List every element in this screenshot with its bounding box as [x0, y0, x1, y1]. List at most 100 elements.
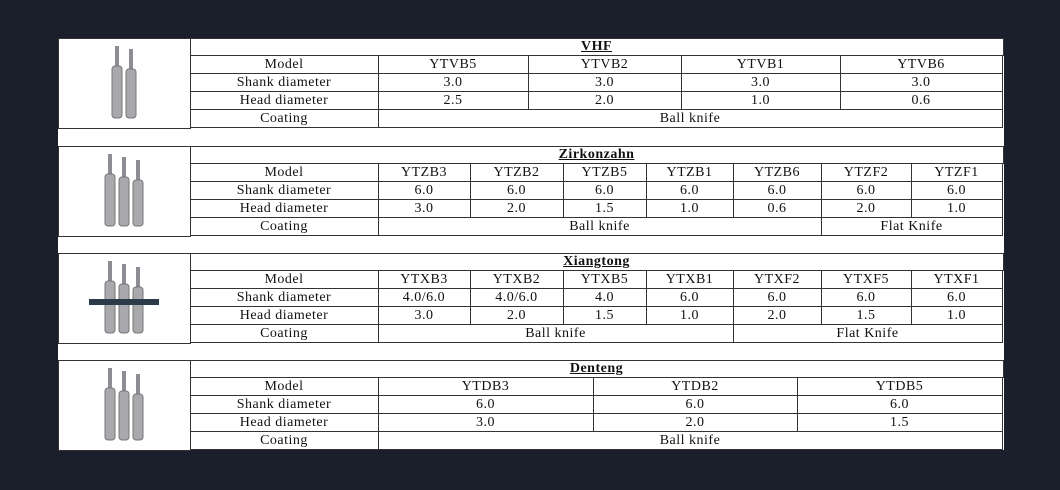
- cell-value: YTXF5: [821, 271, 912, 289]
- cell-value: 6.0: [593, 396, 798, 414]
- image-cell: [58, 360, 191, 451]
- cell-value: YTZB5: [563, 164, 647, 182]
- cell-value: 2.0: [470, 200, 564, 218]
- cell-value: 3.0: [840, 74, 1003, 92]
- cell-value: 6.0: [821, 289, 912, 307]
- coating-label: Coating: [190, 218, 379, 236]
- cell-value: 6.0: [911, 289, 1003, 307]
- cell-value: YTZB2: [470, 164, 564, 182]
- row-label: Shank diameter: [190, 74, 379, 92]
- tool-image: [89, 261, 159, 334]
- table-block: [58, 360, 1004, 451]
- cell-value: 1.0: [911, 307, 1003, 325]
- cell-value: YTVB5: [378, 56, 529, 74]
- tool-image: [111, 46, 137, 119]
- table-block: [58, 146, 1004, 237]
- image-cell: [58, 38, 191, 129]
- cell-value: 6.0: [797, 396, 1003, 414]
- cell-value: 2.0: [528, 92, 682, 110]
- cell-value: 1.5: [821, 307, 912, 325]
- cell-value: 3.0: [378, 74, 529, 92]
- cell-value: 3.0: [378, 307, 471, 325]
- cell-value: YTXB5: [563, 271, 647, 289]
- row-label: Model: [190, 271, 379, 289]
- cell-value: 1.0: [911, 200, 1003, 218]
- cell-value: 6.0: [563, 182, 647, 200]
- panel: [58, 38, 1004, 450]
- cell-value: YTDB2: [593, 378, 798, 396]
- coating-label: Coating: [190, 110, 379, 128]
- coating-value: Flat Knife: [733, 325, 1003, 343]
- cell-value: YTZF2: [821, 164, 912, 182]
- cell-value: YTDB5: [797, 378, 1003, 396]
- cell-value: 6.0: [733, 289, 822, 307]
- cell-value: YTZF1: [911, 164, 1003, 182]
- cell-value: YTZB3: [378, 164, 471, 182]
- cell-value: 2.5: [378, 92, 529, 110]
- cell-value: 6.0: [378, 182, 471, 200]
- row-label: Model: [190, 56, 379, 74]
- cell-value: YTXB1: [646, 271, 734, 289]
- row-label: Model: [190, 164, 379, 182]
- cell-value: 6.0: [378, 396, 594, 414]
- cell-value: 0.6: [733, 200, 822, 218]
- row-label: Head diameter: [190, 307, 379, 325]
- cell-value: YTDB3: [378, 378, 594, 396]
- row-label: Shank diameter: [190, 289, 379, 307]
- cell-value: 4.0: [563, 289, 647, 307]
- coating-label: Coating: [190, 325, 379, 343]
- cell-value: 2.0: [593, 414, 798, 432]
- cell-value: 6.0: [646, 182, 734, 200]
- section-title: VHF: [190, 38, 1004, 56]
- cell-value: 3.0: [681, 74, 841, 92]
- table-block: [58, 253, 1004, 344]
- cell-value: 0.6: [840, 92, 1003, 110]
- cell-value: 2.0: [470, 307, 564, 325]
- cell-value: 2.0: [733, 307, 822, 325]
- cell-value: YTVB2: [528, 56, 682, 74]
- cell-value: 1.5: [563, 200, 647, 218]
- row-label: Head diameter: [190, 414, 379, 432]
- coating-value: Flat Knife: [821, 218, 1003, 236]
- cell-value: 1.5: [797, 414, 1003, 432]
- cell-value: 1.5: [563, 307, 647, 325]
- section-title: Xiangtong: [190, 253, 1004, 271]
- cell-value: 6.0: [646, 289, 734, 307]
- cell-value: YTXF1: [911, 271, 1003, 289]
- cell-value: 6.0: [733, 182, 822, 200]
- cell-value: 4.0/6.0: [378, 289, 471, 307]
- cell-value: 1.0: [646, 200, 734, 218]
- coating-value: Ball knife: [378, 432, 1003, 450]
- cell-value: 6.0: [911, 182, 1003, 200]
- cell-value: YTXB3: [378, 271, 471, 289]
- section-title: Zirkonzahn: [190, 146, 1004, 164]
- row-label: Shank diameter: [190, 396, 379, 414]
- row-label: Head diameter: [190, 92, 379, 110]
- coating-value: Ball knife: [378, 325, 734, 343]
- image-cell: [58, 146, 191, 237]
- section-title: Denteng: [190, 360, 1004, 378]
- cell-value: 4.0/6.0: [470, 289, 564, 307]
- coating-label: Coating: [190, 432, 379, 450]
- cell-value: YTZB6: [733, 164, 822, 182]
- cell-value: YTXB2: [470, 271, 564, 289]
- cell-value: 2.0: [821, 200, 912, 218]
- cell-value: 6.0: [470, 182, 564, 200]
- cell-value: 1.0: [681, 92, 841, 110]
- cell-value: YTZB1: [646, 164, 734, 182]
- cell-value: 3.0: [378, 200, 471, 218]
- cell-value: 1.0: [646, 307, 734, 325]
- row-label: Head diameter: [190, 200, 379, 218]
- cell-value: YTVB1: [681, 56, 841, 74]
- tool-image: [104, 154, 144, 227]
- cell-value: 6.0: [821, 182, 912, 200]
- image-cell: [58, 253, 191, 344]
- cell-value: 3.0: [378, 414, 594, 432]
- tool-image: [104, 368, 144, 441]
- cell-value: YTXF2: [733, 271, 822, 289]
- row-label: Model: [190, 378, 379, 396]
- table-block: [58, 38, 1004, 129]
- cell-value: 3.0: [528, 74, 682, 92]
- coating-value: Ball knife: [378, 110, 1003, 128]
